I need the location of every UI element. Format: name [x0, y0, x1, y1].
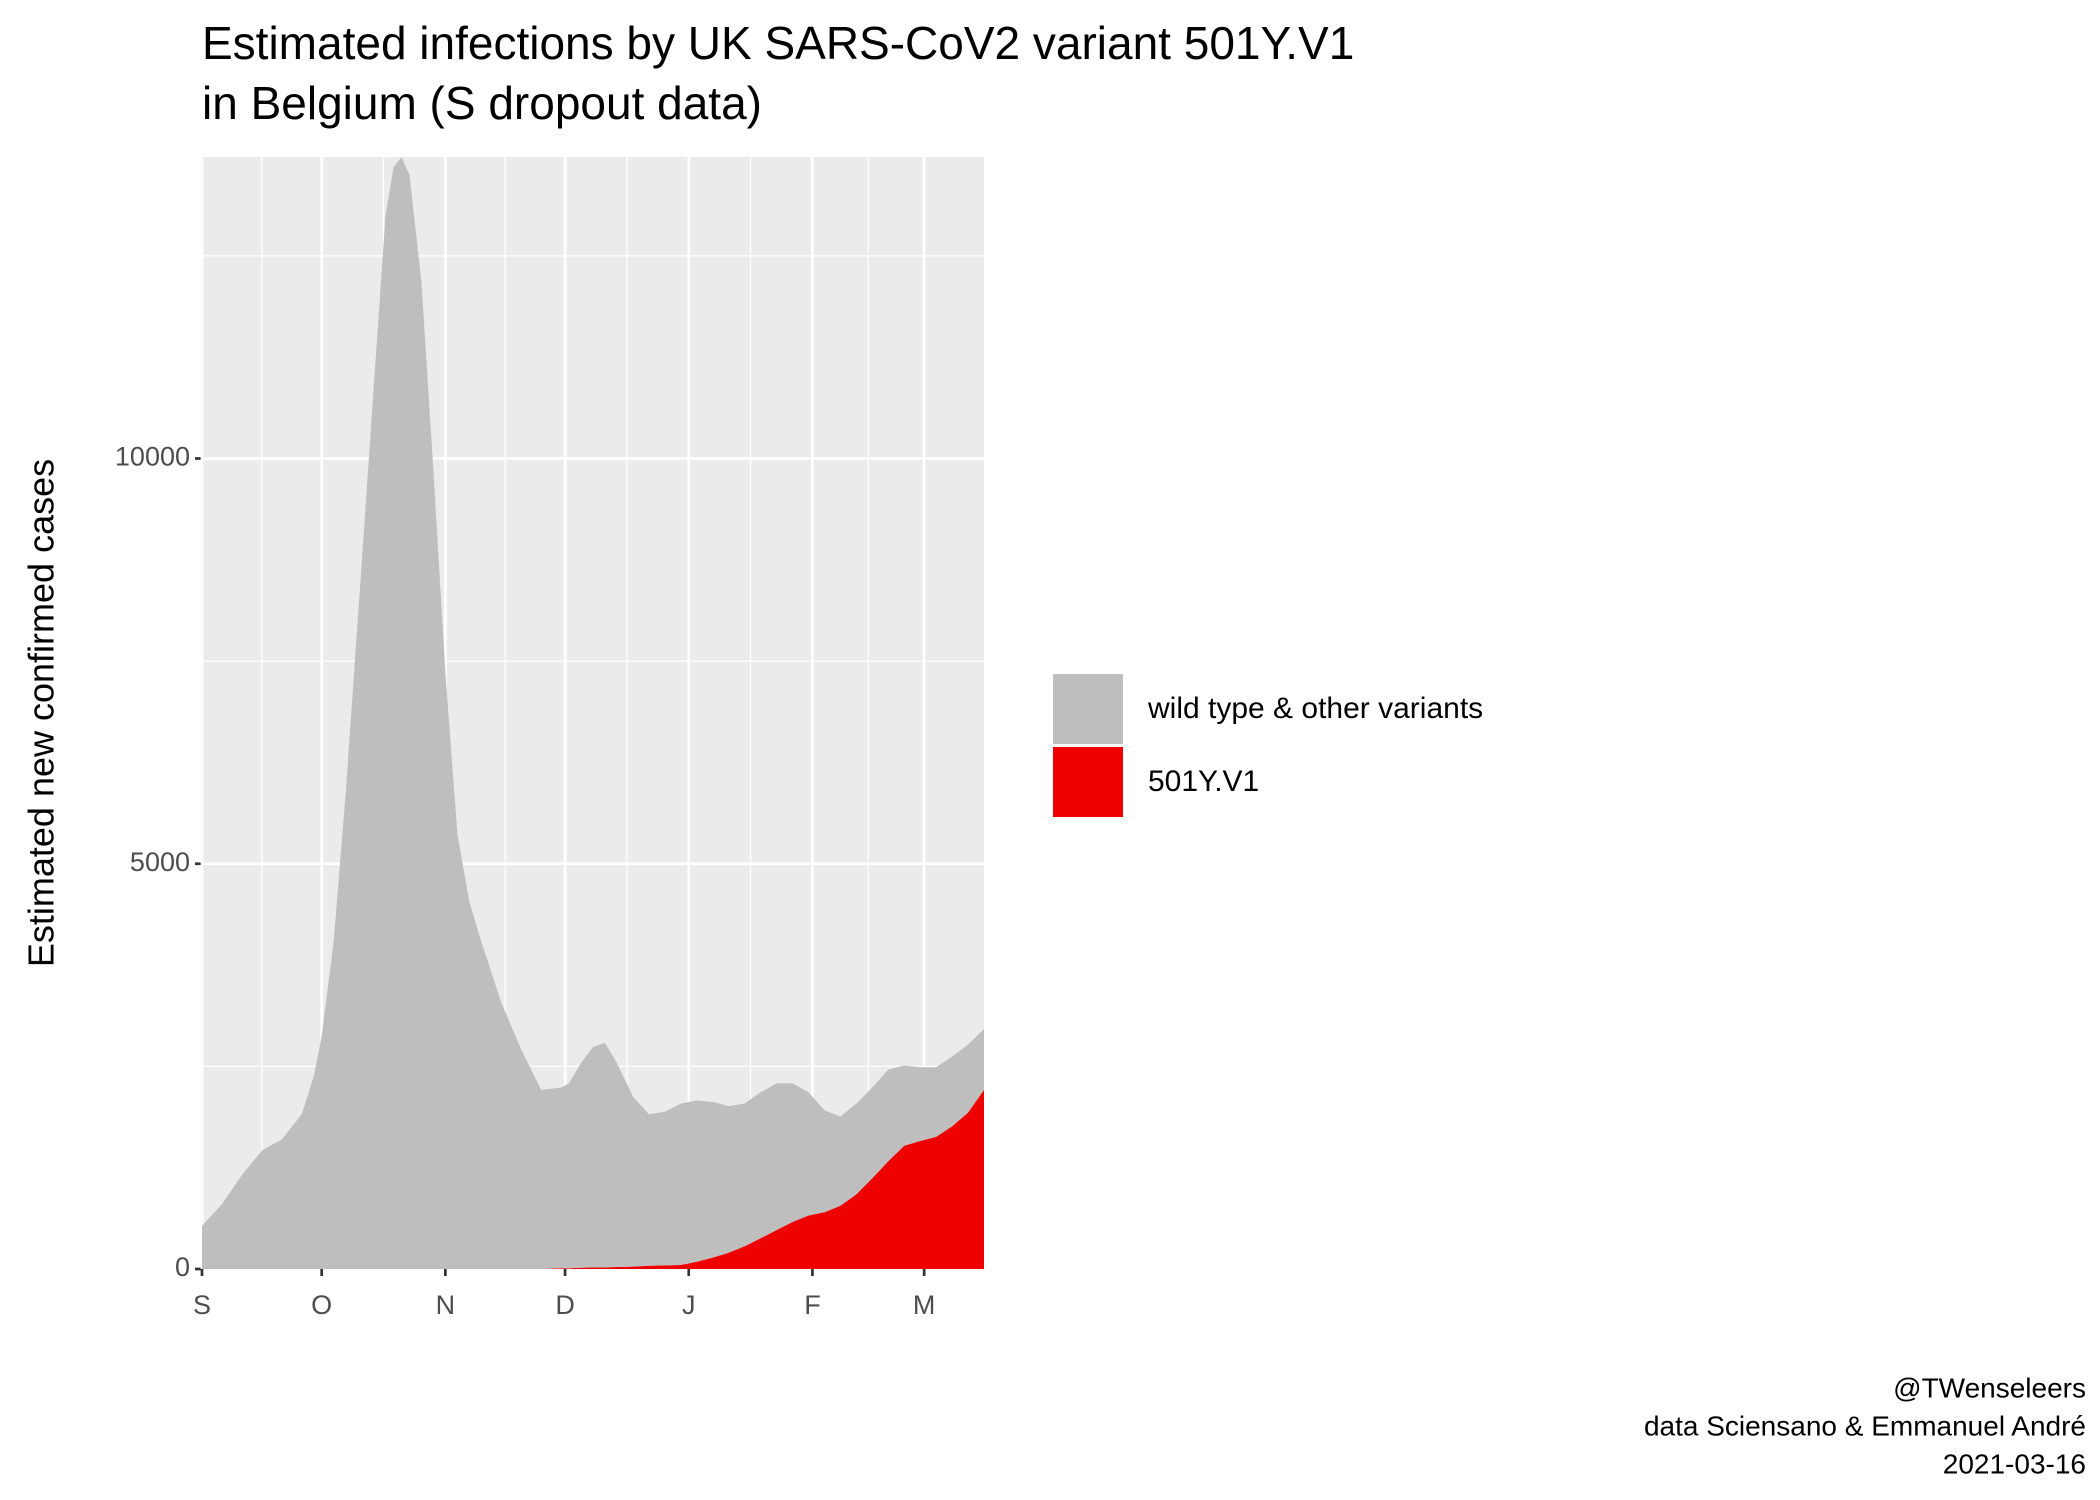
- area: [202, 157, 984, 1269]
- y-axis-title: Estimated new confirmed cases: [21, 459, 62, 967]
- x-tick-label: J: [682, 1290, 696, 1320]
- chart-title: Estimated infections by UK SARS-CoV2 var…: [202, 17, 1354, 69]
- caption: data Sciensano & Emmanuel André: [1644, 1410, 2086, 1441]
- y-tick-label: 5000: [130, 847, 190, 877]
- caption: 2021-03-16: [1943, 1448, 2086, 1479]
- legend-label: 501Y.V1: [1148, 765, 1259, 798]
- legend-key: [1053, 674, 1123, 744]
- legend-key: [1053, 747, 1123, 817]
- x-tick-label: M: [913, 1290, 936, 1320]
- caption: @TWenseleers: [1893, 1372, 2086, 1403]
- x-tick-label: F: [804, 1290, 821, 1320]
- y-tick-label: 10000: [115, 442, 190, 472]
- x-tick-label: S: [193, 1290, 211, 1320]
- y-tick-label: 0: [175, 1252, 190, 1282]
- x-tick-label: O: [311, 1290, 332, 1320]
- legend-label: wild type & other variants: [1147, 692, 1483, 725]
- x-tick-label: D: [555, 1290, 575, 1320]
- x-tick-label: N: [436, 1290, 456, 1320]
- chart-title: in Belgium (S dropout data): [202, 77, 762, 129]
- area: [202, 1089, 984, 1269]
